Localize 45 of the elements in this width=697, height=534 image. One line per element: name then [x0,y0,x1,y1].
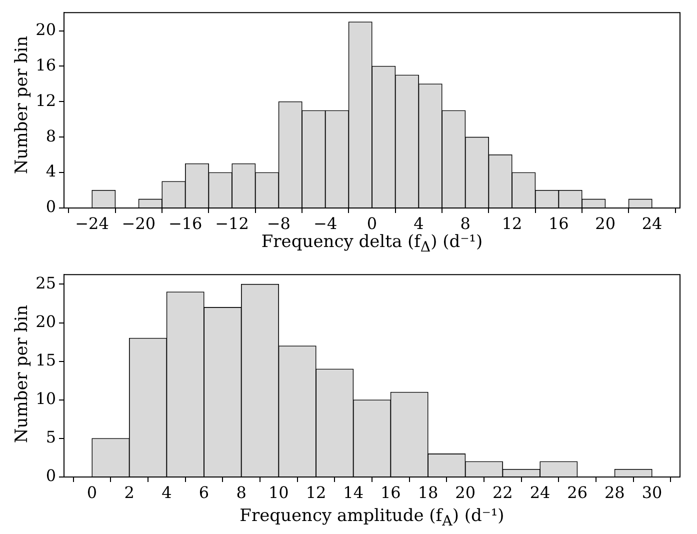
x-tick-label: 10 [268,482,289,502]
x-tick-label: −16 [168,214,202,233]
x-tick-label: 18 [418,482,438,502]
x-tick-label: 20 [595,214,616,233]
y-tick-label: 4 [46,162,56,181]
x-tick-label: −20 [122,214,156,233]
x-tick-label: 0 [366,214,378,233]
x-tick-label: 2 [124,482,134,502]
y-tick-label: 10 [36,389,56,408]
y-tick-label: 15 [36,350,56,370]
y-tick-label: 0 [46,197,56,216]
y-tick-label: 20 [36,312,56,331]
x-axis-title: Frequency amplitude (f$_{A}$) (d⁻¹) [238,506,506,530]
y-tick-label: 8 [46,126,56,146]
x-tick-label: 28 [604,482,625,502]
y-tick-label: 12 [36,90,56,110]
y-tick-label: 20 [36,20,56,39]
x-tick-label: 8 [460,214,470,233]
x-tick-label: −12 [215,214,249,233]
x-tick-label: 22 [492,482,513,502]
x-tick-label: −4 [314,214,338,233]
x-axis-title: Frequency delta (f$_{Δ}$) (d⁻¹) [260,232,484,256]
x-tick-label: 12 [502,214,522,233]
x-tick-label: 26 [567,482,588,502]
x-tick-label: 24 [642,214,662,233]
y-axis-title: Number per bin [12,36,32,174]
x-tick-label: 16 [548,214,569,233]
y-tick-label: 25 [36,273,56,292]
x-tick-label: 20 [455,482,476,502]
x-tick-label: 6 [198,482,210,502]
x-tick-label: −24 [75,214,109,233]
x-tick-label: 14 [343,482,364,502]
y-tick-label: 16 [36,55,56,74]
x-tick-label: 8 [236,482,246,502]
x-tick-label: 4 [162,482,172,502]
x-tick-label: 4 [414,214,424,233]
x-tick-label: 16 [380,482,401,502]
y-tick-label: 0 [46,466,56,486]
x-tick-label: 0 [86,482,98,502]
x-tick-label: 12 [306,482,326,502]
x-tick-label: 30 [642,482,662,502]
y-tick-label: 5 [46,428,56,447]
x-tick-label: 24 [530,482,550,502]
y-axis-title: Number per bin [12,304,32,443]
x-tick-label: −8 [266,214,290,233]
